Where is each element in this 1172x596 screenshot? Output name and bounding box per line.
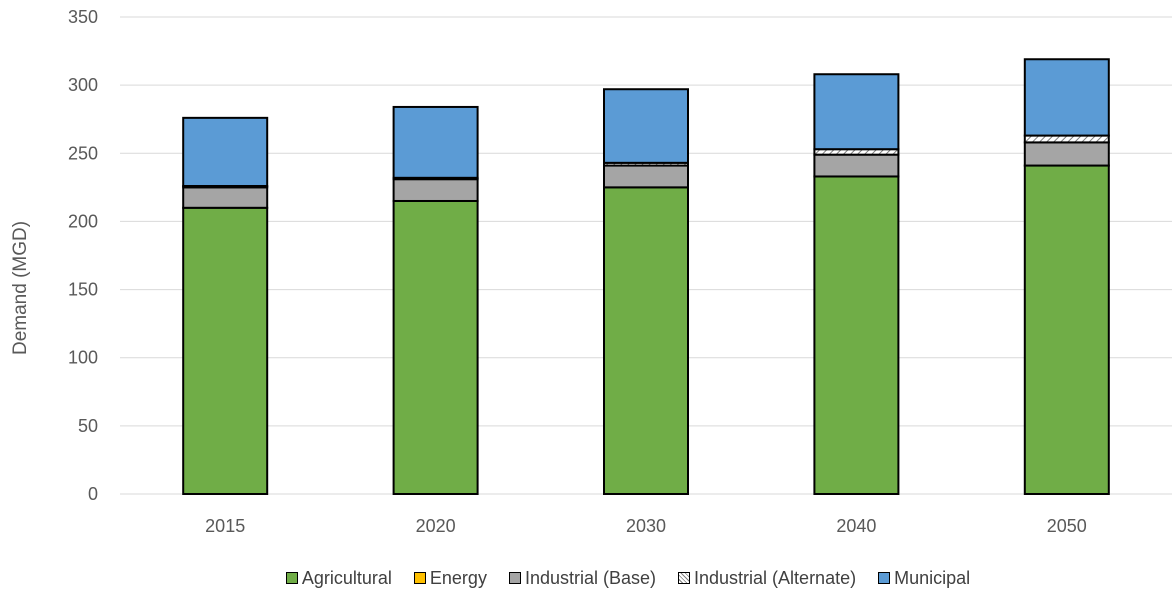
x-tick-label: 2020: [416, 516, 456, 536]
x-tick-label: 2040: [836, 516, 876, 536]
y-tick-label: 150: [68, 280, 98, 300]
bar-segment-agricultural-2030: [603, 186, 689, 495]
bar-segment-agricultural-2015: [182, 206, 269, 496]
legend-swatch: [285, 572, 298, 584]
legend-item: Energy: [413, 567, 487, 589]
legend-label: Agricultural: [301, 567, 392, 588]
legend-label: Energy: [429, 567, 487, 588]
bar-segment-municipal-2015: [182, 116, 269, 187]
bar-segment-industrial-base-2015: [182, 186, 269, 209]
chart-legend: Agricultural Energy Industrial (Base) Indus…: [0, 563, 1172, 593]
bar-segment-municipal-2020: [392, 105, 479, 179]
legend-item: Industrial (Alternate): [678, 568, 856, 589]
y-tick-label: 250: [68, 143, 98, 163]
bar-segment-industrial-base-2040: [813, 153, 900, 178]
legend-swatch: [508, 572, 521, 584]
x-tick-label: 2050: [1047, 516, 1087, 536]
bar-segment-industrial-alternate-2050: [1023, 134, 1110, 144]
bar-segment-agricultural-2050: [1023, 164, 1110, 495]
bar-segment-industrial-base-2020: [392, 178, 479, 202]
legend-swatch: [878, 572, 891, 584]
x-tick-label: 2030: [626, 516, 666, 536]
y-tick-label: 350: [68, 7, 98, 27]
x-axis-tick-labels: 2015 2020 2030 2040 2050: [205, 516, 1087, 536]
bar-segment-industrial-base-2030: [603, 164, 689, 189]
legend-item: Agricultural: [285, 567, 392, 589]
x-tick-label: 2015: [205, 516, 245, 536]
bar-segment-municipal-2040: [813, 73, 900, 151]
legend-label: Municipal: [894, 567, 971, 588]
legend-label: Industrial (Alternate): [694, 567, 857, 588]
y-tick-label: 200: [68, 211, 98, 231]
bar-segment-municipal-2030: [603, 88, 689, 164]
bar-segment-agricultural-2040: [813, 175, 900, 495]
legend-item: Industrial (Base): [508, 567, 657, 589]
y-tick-label: 50: [78, 416, 98, 436]
bar-segment-agricultural-2020: [392, 199, 479, 495]
y-tick-label: 300: [68, 75, 98, 95]
y-tick-label: 0: [88, 484, 98, 504]
bar-segment-industrial-base-2050: [1023, 141, 1110, 167]
y-axis-title: Demand (MGD): [10, 221, 31, 355]
y-tick-label: 100: [68, 348, 98, 368]
bar-segment-municipal-2050: [1023, 58, 1110, 137]
legend-swatch: [678, 572, 691, 584]
legend-swatch: [413, 572, 426, 584]
y-axis-tick-labels: 0 50 100 150 200 250 300 350: [68, 7, 98, 504]
bars: [182, 58, 1110, 496]
legend-label: Industrial (Base): [524, 567, 657, 588]
legend-item: Municipal: [878, 568, 970, 589]
